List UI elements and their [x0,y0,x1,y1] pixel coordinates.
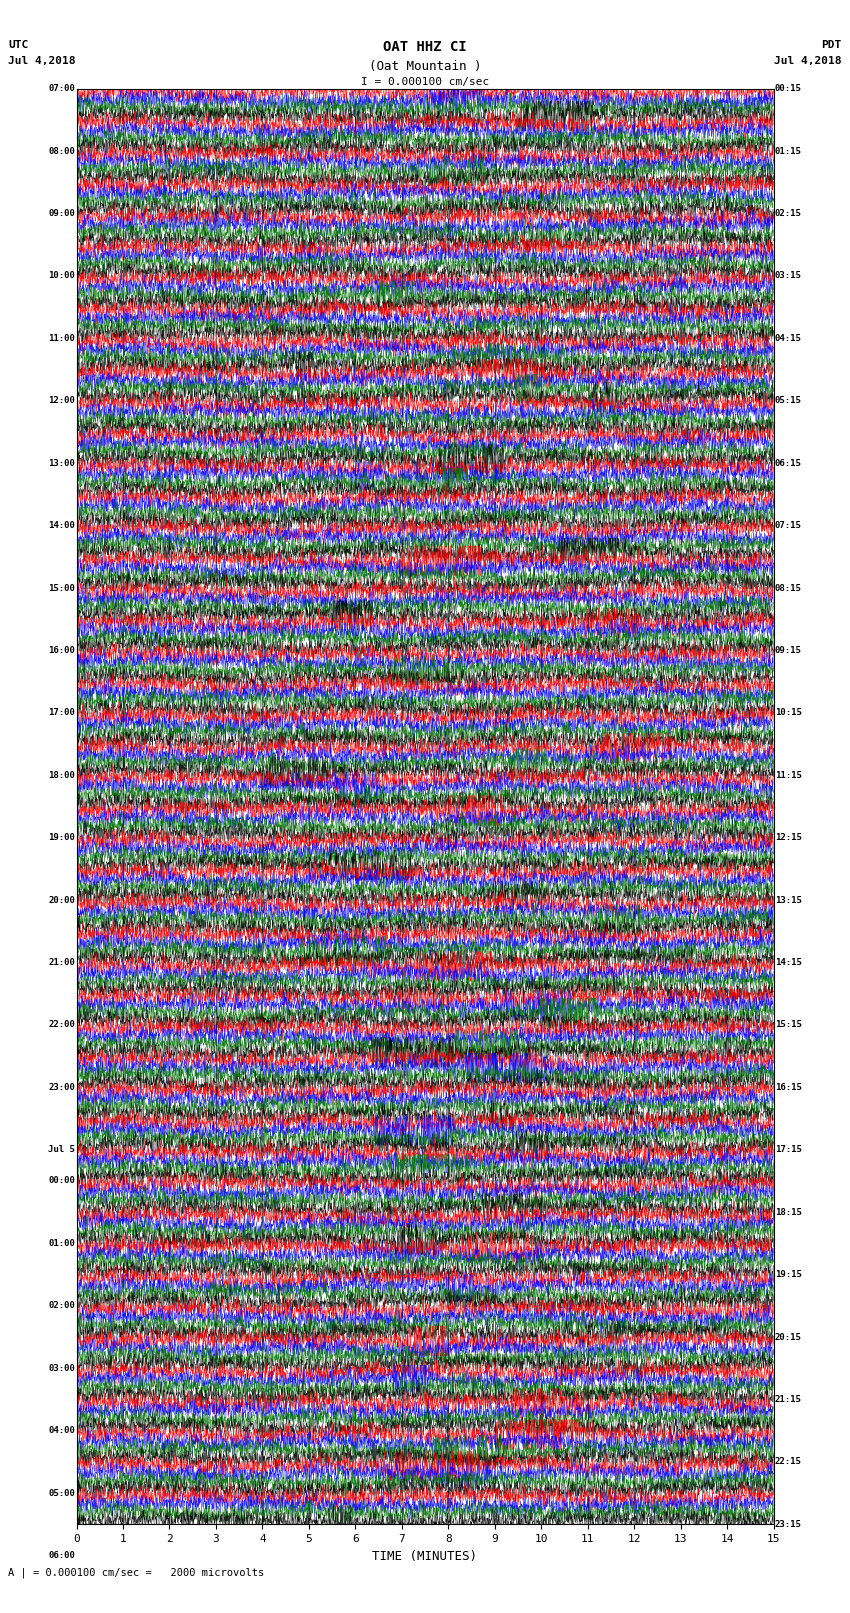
Text: 02:15: 02:15 [775,210,802,218]
Text: 16:00: 16:00 [48,645,75,655]
Text: 14:00: 14:00 [48,521,75,531]
Text: 23:15: 23:15 [775,1519,802,1529]
Text: PDT: PDT [821,40,842,50]
Text: 08:15: 08:15 [775,584,802,592]
Text: 21:15: 21:15 [775,1395,802,1403]
Text: 22:15: 22:15 [775,1458,802,1466]
Text: 17:15: 17:15 [775,1145,802,1155]
Text: 04:00: 04:00 [48,1426,75,1436]
Text: 06:15: 06:15 [775,458,802,468]
Text: 01:15: 01:15 [775,147,802,155]
Text: 16:15: 16:15 [775,1082,802,1092]
Text: 04:15: 04:15 [775,334,802,344]
Text: 08:00: 08:00 [48,147,75,155]
Text: 13:00: 13:00 [48,458,75,468]
Text: 11:00: 11:00 [48,334,75,344]
Text: 13:15: 13:15 [775,895,802,905]
Text: UTC: UTC [8,40,29,50]
Text: Jul 4,2018: Jul 4,2018 [8,56,76,66]
Text: 10:00: 10:00 [48,271,75,281]
Text: 09:15: 09:15 [775,645,802,655]
Text: 09:00: 09:00 [48,210,75,218]
Text: 19:00: 19:00 [48,834,75,842]
Text: 00:15: 00:15 [775,84,802,94]
Text: OAT HHZ CI: OAT HHZ CI [383,40,467,55]
Text: 03:15: 03:15 [775,271,802,281]
Text: 12:00: 12:00 [48,397,75,405]
X-axis label: TIME (MINUTES): TIME (MINUTES) [372,1550,478,1563]
Text: 00:00: 00:00 [48,1176,75,1186]
Text: 23:00: 23:00 [48,1082,75,1092]
Text: 03:00: 03:00 [48,1363,75,1373]
Text: Jul 4,2018: Jul 4,2018 [774,56,842,66]
Text: 06:00: 06:00 [48,1552,75,1560]
Text: I = 0.000100 cm/sec: I = 0.000100 cm/sec [361,77,489,87]
Text: 11:15: 11:15 [775,771,802,779]
Text: 14:15: 14:15 [775,958,802,968]
Text: 07:15: 07:15 [775,521,802,531]
Text: 05:00: 05:00 [48,1489,75,1497]
Text: A | = 0.000100 cm/sec =   2000 microvolts: A | = 0.000100 cm/sec = 2000 microvolts [8,1566,264,1578]
Text: Jul 5: Jul 5 [48,1145,75,1155]
Text: (Oat Mountain ): (Oat Mountain ) [369,60,481,73]
Text: 18:00: 18:00 [48,771,75,779]
Text: 22:00: 22:00 [48,1021,75,1029]
Text: 01:00: 01:00 [48,1239,75,1248]
Text: 15:15: 15:15 [775,1021,802,1029]
Text: 07:00: 07:00 [48,84,75,94]
Text: 05:15: 05:15 [775,397,802,405]
Text: 10:15: 10:15 [775,708,802,718]
Text: 20:15: 20:15 [775,1332,802,1342]
Text: 18:15: 18:15 [775,1208,802,1216]
Text: 21:00: 21:00 [48,958,75,968]
Text: 12:15: 12:15 [775,834,802,842]
Text: 15:00: 15:00 [48,584,75,592]
Text: 17:00: 17:00 [48,708,75,718]
Text: 19:15: 19:15 [775,1269,802,1279]
Text: 20:00: 20:00 [48,895,75,905]
Text: 02:00: 02:00 [48,1302,75,1310]
